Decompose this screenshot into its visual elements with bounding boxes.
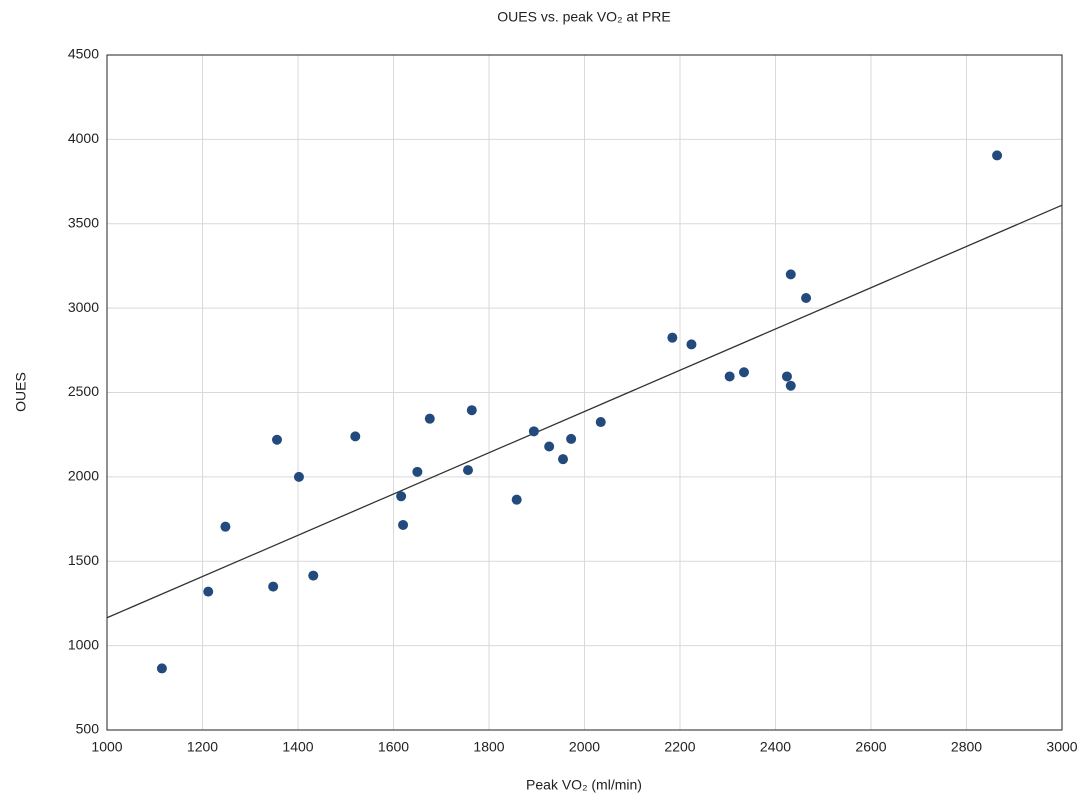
point	[462, 465, 473, 476]
point	[424, 413, 435, 424]
point	[271, 434, 282, 445]
point	[801, 293, 812, 303]
y-axis-label: OUES	[13, 372, 29, 412]
x-tick-label: 1200	[187, 739, 218, 755]
point	[412, 466, 423, 477]
x-tick-label: 1800	[473, 739, 504, 755]
point	[203, 586, 214, 597]
y-tick-label: 4500	[68, 46, 99, 62]
chart-title: OUES vs. peak VO₂ at PRE	[497, 9, 671, 25]
point	[558, 454, 569, 465]
y-tick-label: 1000	[68, 636, 99, 652]
y-tick-label: 1500	[68, 552, 99, 568]
point	[396, 491, 407, 502]
point	[785, 380, 796, 391]
point	[220, 521, 231, 532]
point	[350, 431, 361, 442]
point	[268, 581, 279, 592]
point	[686, 339, 697, 350]
point	[667, 332, 678, 343]
point	[785, 269, 796, 280]
x-tick-label: 3000	[1046, 739, 1077, 755]
x-tick-label: 2000	[569, 739, 600, 755]
point	[992, 150, 1003, 161]
y-tick-label: 4000	[68, 130, 99, 146]
point	[293, 471, 304, 482]
y-tick-label: 2000	[68, 468, 99, 484]
point	[595, 417, 606, 428]
point	[544, 441, 555, 452]
point	[781, 371, 792, 382]
x-tick-label: 2800	[951, 739, 982, 755]
y-tick-label: 3500	[68, 214, 99, 230]
point	[511, 494, 522, 505]
point	[308, 570, 319, 581]
y-tick-label: 3000	[68, 299, 99, 315]
y-tick-label: 2500	[68, 383, 99, 399]
plot-frame	[106, 54, 1063, 731]
x-axis-label: Peak VO₂ (ml/min)	[526, 777, 642, 793]
x-tick-label: 1400	[282, 739, 313, 755]
point	[566, 433, 577, 444]
point	[398, 519, 409, 530]
point	[738, 367, 749, 378]
point	[156, 663, 167, 674]
y-tick-label: 500	[76, 721, 100, 737]
point	[724, 371, 735, 382]
x-tick-label: 2400	[760, 739, 791, 755]
x-tick-label: 2600	[855, 739, 886, 755]
x-tick-label: 2200	[664, 739, 695, 755]
point	[528, 426, 539, 437]
x-tick-label: 1600	[378, 739, 409, 755]
trend-line	[106, 204, 1063, 619]
point	[466, 405, 477, 416]
x-tick-label: 1000	[91, 739, 122, 755]
